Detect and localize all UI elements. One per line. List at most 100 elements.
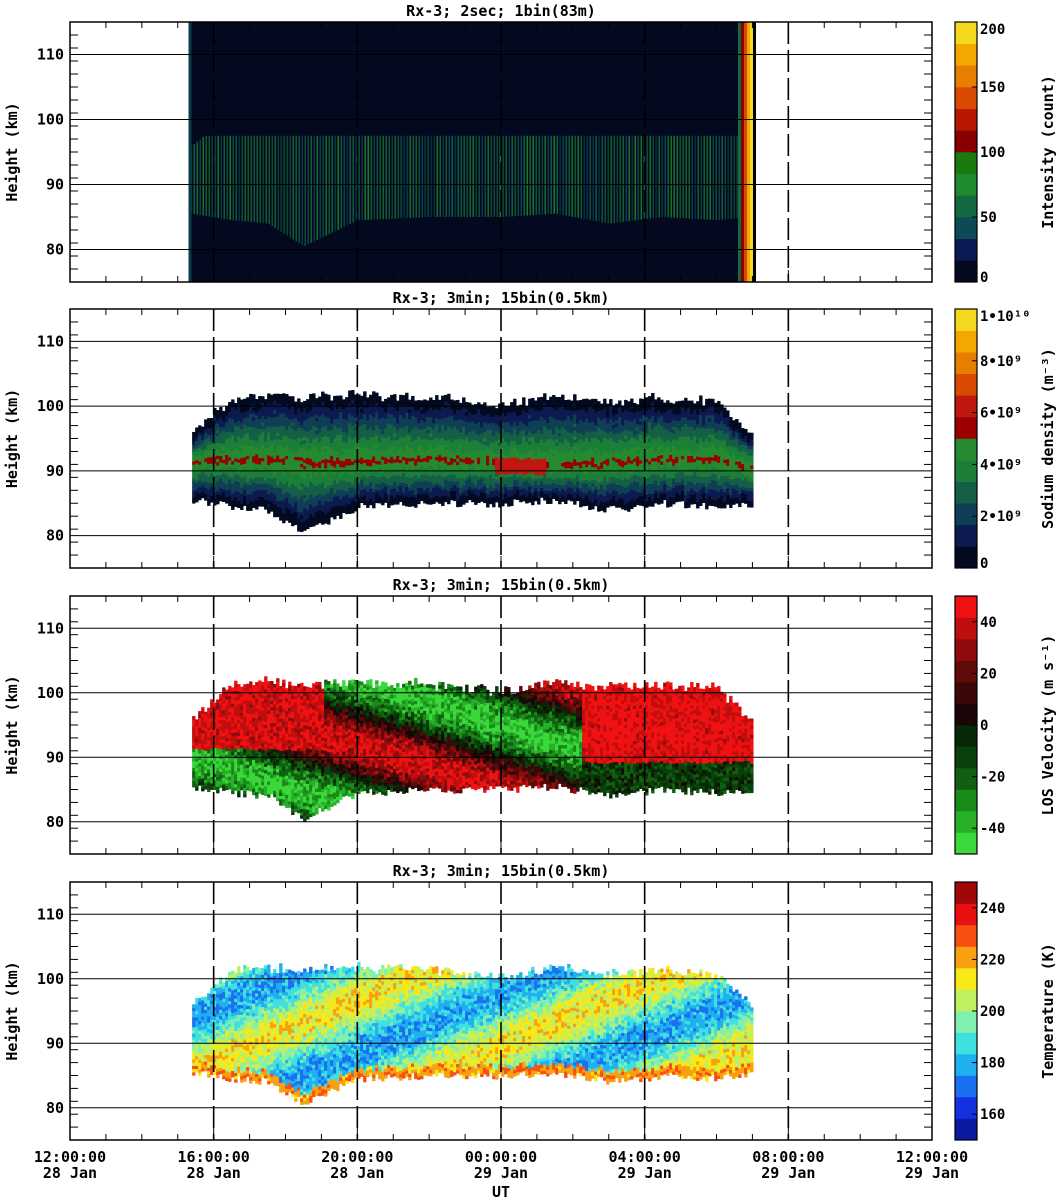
heatmap-cell <box>429 462 433 466</box>
heatmap-cell <box>591 408 595 413</box>
heatmap-cell <box>345 439 349 443</box>
heatmap-cell <box>234 458 238 462</box>
heatmap-cell <box>525 425 529 429</box>
heatmap-cell <box>312 454 316 459</box>
heatmap-cell <box>279 429 283 434</box>
heatmap-cell <box>234 419 238 423</box>
heatmap-cell <box>537 403 541 408</box>
heatmap-cell <box>453 481 457 485</box>
heatmap-cell <box>549 396 553 401</box>
heatmap-cell <box>477 444 481 449</box>
heatmap-cell <box>258 451 262 455</box>
heatmap-cell <box>450 490 454 494</box>
intensity-streak <box>544 135 546 215</box>
heatmap-cell <box>219 452 223 456</box>
heatmap-cell <box>312 458 316 462</box>
heatmap-cell <box>441 440 445 445</box>
heatmap-cell <box>477 483 481 487</box>
heatmap-cell <box>561 488 565 493</box>
heatmap-cell <box>408 422 412 426</box>
heatmap-cell <box>504 412 508 417</box>
heatmap-cell <box>411 415 415 420</box>
heatmap-cell <box>423 435 427 439</box>
heatmap-cell <box>273 448 277 453</box>
heatmap-cell <box>402 466 406 470</box>
heatmap-cell <box>309 423 313 427</box>
heatmap-cell <box>549 435 553 440</box>
heatmap-cell <box>369 485 373 490</box>
heatmap-cell <box>600 468 604 472</box>
heatmap-cell <box>213 472 217 477</box>
heatmap-cell <box>273 419 277 424</box>
heatmap-cell <box>462 449 466 453</box>
heatmap-cell <box>309 445 313 450</box>
heatmap-cell <box>570 462 574 466</box>
heatmap-cell <box>489 432 493 437</box>
heatmap-cell <box>237 465 241 470</box>
heatmap-cell <box>201 446 205 450</box>
heatmap-cell <box>453 491 457 495</box>
heatmap-cell <box>390 456 394 461</box>
heatmap-cell <box>603 440 607 445</box>
heatmap-cell <box>360 454 364 458</box>
heatmap-cell <box>540 468 544 472</box>
heatmap-cell <box>447 490 451 495</box>
heatmap-cell <box>372 417 376 421</box>
heatmap-cell <box>534 481 538 486</box>
heatmap-cell <box>486 419 490 424</box>
heatmap-cell <box>387 458 391 463</box>
heatmap-cell <box>447 439 451 443</box>
heatmap-cell <box>549 484 553 488</box>
heatmap-cell <box>444 433 448 438</box>
heatmap-cell <box>543 477 547 482</box>
heatmap-cell <box>342 457 346 462</box>
heatmap-cell <box>549 406 553 411</box>
heatmap-cell <box>207 437 211 442</box>
heatmap-cell <box>588 493 592 498</box>
heatmap-cell <box>477 424 481 429</box>
heatmap-cell <box>552 466 556 470</box>
heatmap-cell <box>492 458 496 462</box>
heatmap-cell <box>264 489 268 494</box>
heatmap-cell <box>288 470 292 475</box>
heatmap-cell <box>549 493 553 498</box>
heatmap-cell <box>213 466 217 470</box>
heatmap-cell <box>258 444 262 449</box>
heatmap-cell <box>516 408 520 413</box>
heatmap-cell <box>354 459 358 463</box>
heatmap-cell <box>582 408 586 413</box>
heatmap-cell <box>354 475 358 480</box>
heatmap-cell <box>198 441 202 446</box>
heatmap-cell <box>456 464 460 469</box>
heatmap-cell <box>252 397 256 402</box>
heatmap-cell <box>492 493 496 498</box>
heatmap-cell <box>324 445 328 450</box>
heatmap-cell <box>306 434 310 439</box>
heatmap-cell <box>465 482 469 487</box>
heatmap-cell <box>276 494 280 498</box>
heatmap-cell <box>519 453 523 457</box>
heatmap-cell <box>201 452 205 457</box>
heatmap-cell <box>258 489 262 494</box>
heatmap-cell <box>453 474 457 479</box>
heatmap-cell <box>507 473 511 478</box>
heatmap-cell <box>288 480 292 484</box>
heatmap-cell <box>486 468 490 472</box>
heatmap-cell <box>213 411 217 415</box>
heatmap-cell <box>531 440 535 444</box>
heatmap-cell <box>345 423 349 427</box>
intensity-streak <box>658 135 660 218</box>
heatmap-cell <box>411 483 415 487</box>
heatmap-cell <box>489 416 493 421</box>
heatmap-cell <box>528 466 532 471</box>
heatmap-cell <box>330 481 334 486</box>
heatmap-cell <box>390 417 394 422</box>
heatmap-cell <box>306 473 310 478</box>
heatmap-cell <box>492 464 496 469</box>
heatmap-cell <box>345 465 349 469</box>
heatmap-cell <box>495 437 499 441</box>
heatmap-cell <box>588 480 592 485</box>
heatmap-cell <box>468 441 472 446</box>
heatmap-cell <box>552 395 556 399</box>
heatmap-cell <box>384 486 388 490</box>
